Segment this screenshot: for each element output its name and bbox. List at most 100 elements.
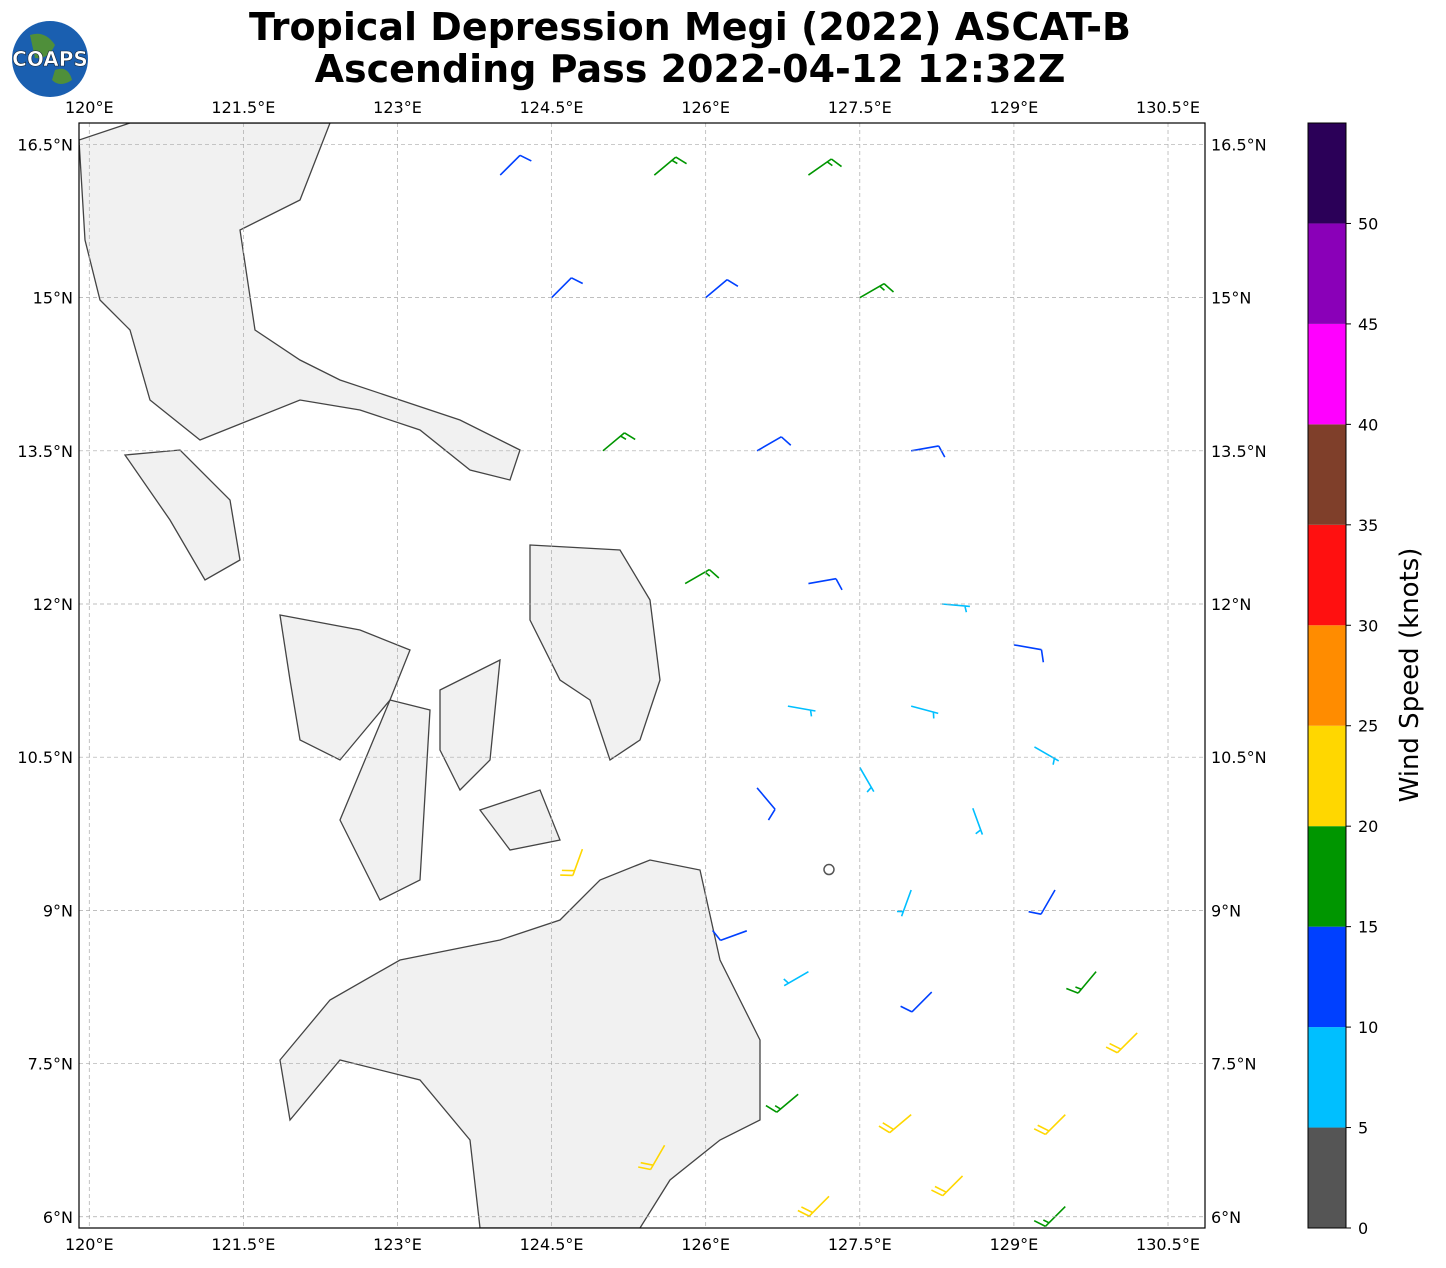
y-tick-label: 10.5°N: [1211, 748, 1267, 767]
wind-barb: [783, 970, 809, 987]
wind-barb: [808, 577, 843, 591]
colorbar-tick-label: 50: [1358, 214, 1378, 233]
x-tick-label: 120°E: [65, 1235, 114, 1254]
samar: [529, 544, 661, 762]
colorbar-bin: [1308, 1127, 1346, 1228]
wind-barb: [499, 154, 532, 176]
wind-barb: [602, 432, 636, 452]
logo-text: COAPS: [12, 47, 88, 71]
y-tick-label: 13.5°N: [1211, 442, 1267, 461]
wind-barb: [1028, 889, 1056, 915]
wind-barb: [1105, 1032, 1138, 1054]
colorbar-bin: [1308, 123, 1346, 224]
wind-barb: [638, 1144, 666, 1171]
colorbar-bin: [1308, 725, 1346, 827]
wind-barb: [684, 568, 720, 585]
mindanao: [279, 859, 761, 1228]
wind-barb: [705, 278, 739, 299]
colorbar-frame: [1307, 122, 1347, 1229]
wind-barb: [911, 445, 946, 458]
wind-barb: [765, 1093, 799, 1113]
wind-barb: [756, 787, 776, 821]
wind-barb: [972, 807, 984, 835]
wind-barb: [931, 1175, 964, 1197]
colorbar-bin: [1308, 524, 1346, 626]
colorbar-bin: [1308, 323, 1346, 425]
x-tick-label: 124.5°E: [520, 98, 584, 117]
colorbar-tick-label: 45: [1358, 315, 1378, 334]
logo: COAPS: [12, 21, 88, 97]
logo-land: [30, 33, 72, 84]
colorbar-tick-label: 10: [1358, 1018, 1378, 1037]
x-tick-label: 129°E: [990, 1235, 1039, 1254]
bohol: [478, 789, 561, 851]
y-tick-label: 12°N: [1211, 595, 1251, 614]
colorbar-bin: [1308, 424, 1346, 525]
wind-barb: [859, 767, 875, 793]
y-tick-label: 16.5°N: [17, 135, 73, 154]
x-tick-label: 123°E: [373, 98, 422, 117]
y-tick-label: 7.5°N: [1211, 1055, 1256, 1074]
title-line: Tropical Depression Megi (2022) ASCAT-B: [249, 5, 1131, 49]
wind-barb: [1033, 1114, 1066, 1136]
colorbar-tick-label: 40: [1358, 415, 1378, 434]
colorbar-tick-label: 25: [1358, 717, 1378, 736]
wind-barb: [756, 436, 792, 452]
y-tick-label: 7.5°N: [28, 1055, 73, 1074]
colorbar-tick-label: 0: [1358, 1219, 1368, 1238]
wind-barb: [910, 705, 939, 719]
colorbar-bin: [1308, 625, 1346, 726]
wind-barb: [551, 277, 584, 299]
wind-barb: [560, 848, 584, 877]
y-tick-label: 15°N: [33, 289, 73, 308]
x-tick-label: 130.5°E: [1136, 98, 1200, 117]
colorbar-tick-label: 15: [1358, 918, 1378, 937]
title-line: Ascending Pass 2022-04-12 12:32Z: [315, 47, 1066, 91]
y-tick-label: 15°N: [1211, 289, 1251, 308]
x-tick-label: 124.5°E: [520, 1235, 584, 1254]
wind-barb: [941, 603, 970, 613]
wind-barb: [1034, 746, 1060, 765]
wind-barb: [787, 705, 816, 717]
luzon: [79, 123, 521, 481]
map-frame: [78, 122, 1206, 1229]
colorbar-tick-label: 30: [1358, 616, 1378, 635]
colorbar-tick-label: 35: [1358, 516, 1378, 535]
wind-barb: [711, 929, 748, 942]
mindoro: [123, 449, 241, 581]
x-tick-label: 129°E: [990, 98, 1039, 117]
x-tick-label: 126°E: [681, 98, 730, 117]
x-tick-label: 130.5°E: [1136, 1235, 1200, 1254]
land: [79, 123, 761, 1228]
y-tick-label: 13.5°N: [17, 442, 73, 461]
x-tick-label: 123°E: [373, 1235, 422, 1254]
wind-barb: [653, 156, 687, 176]
colorbar-tick-label: 20: [1358, 817, 1378, 836]
wind-barb: [1066, 971, 1097, 994]
colorbar-bin: [1308, 926, 1346, 1028]
negros: [339, 699, 431, 901]
x-tick-label: 120°E: [65, 98, 114, 117]
wind-barb: [896, 889, 912, 917]
wind-barbs: [499, 154, 1138, 1228]
x-tick-label: 121.5°E: [211, 98, 275, 117]
x-tick-label: 126°E: [681, 1235, 730, 1254]
x-tick-label: 127.5°E: [828, 98, 892, 117]
wind-barb: [859, 282, 895, 299]
leyte-cebu: [439, 658, 501, 792]
colorbar-bin: [1308, 223, 1346, 324]
y-tick-label: 12°N: [33, 595, 73, 614]
wind-barb: [900, 991, 933, 1013]
wind-barb: [878, 1114, 912, 1134]
y-tick-label: 6°N: [1211, 1208, 1241, 1227]
y-tick-label: 6°N: [43, 1208, 73, 1227]
calm-marker: [823, 863, 835, 876]
colorbar-label: Wind Speed (knots): [1395, 548, 1425, 803]
x-tick-label: 127.5°E: [828, 1235, 892, 1254]
y-tick-label: 9°N: [43, 901, 73, 920]
y-tick-label: 16.5°N: [1211, 135, 1267, 154]
wind-barb: [1013, 644, 1045, 663]
colorbar-bin: [1308, 1027, 1346, 1128]
wind-barb: [797, 1195, 830, 1217]
